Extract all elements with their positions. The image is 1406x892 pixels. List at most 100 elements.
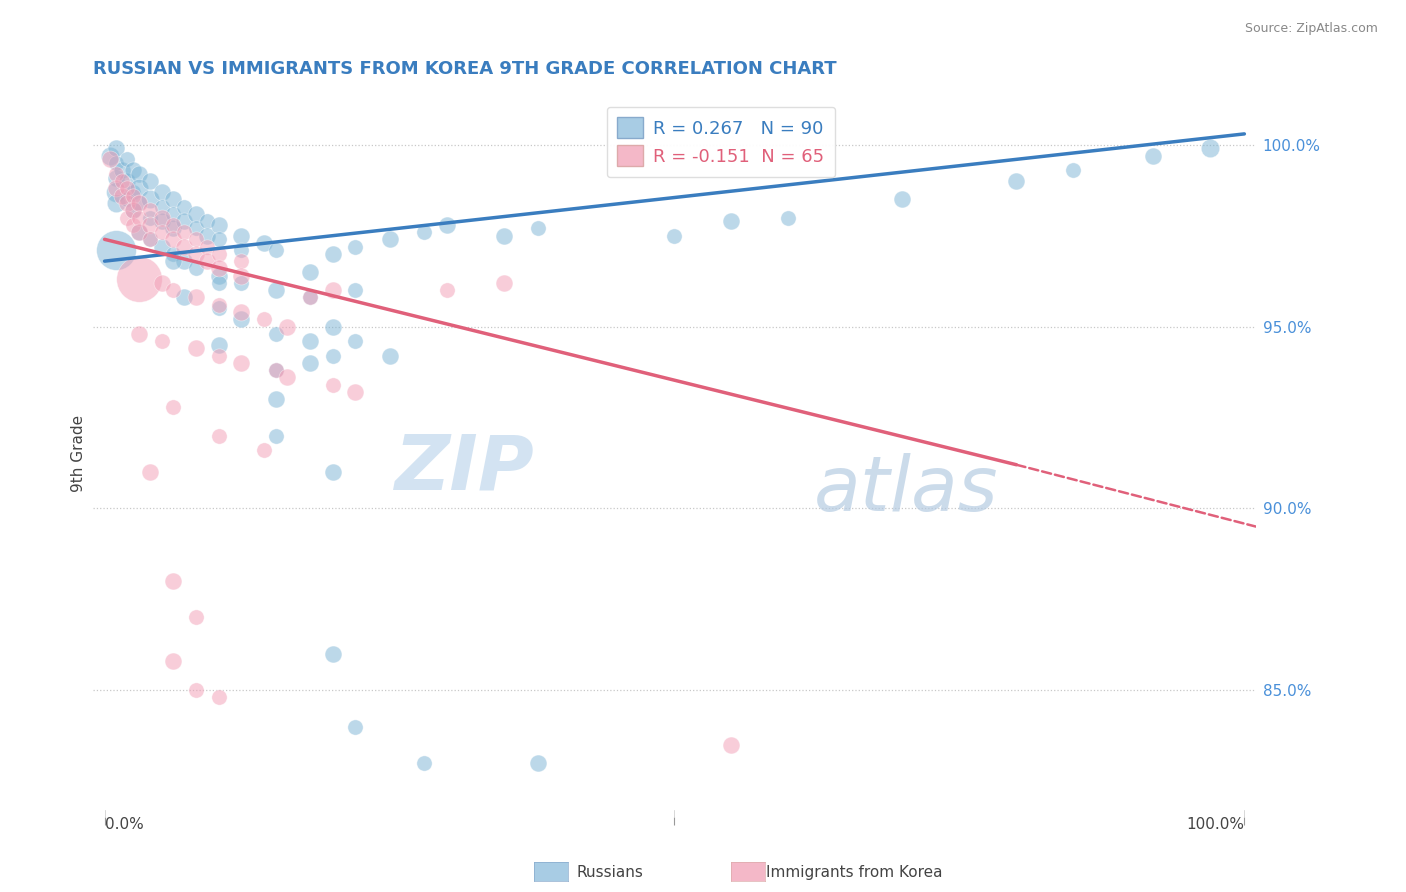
Point <box>150 239 173 253</box>
Point <box>231 268 253 283</box>
Legend: R = 0.267   N = 90, R = -0.151  N = 65: R = 0.267 N = 90, R = -0.151 N = 65 <box>606 106 835 178</box>
Point <box>139 192 162 206</box>
Point <box>184 221 207 235</box>
Point <box>207 690 229 705</box>
Point <box>128 181 150 195</box>
Text: Russians: Russians <box>576 865 644 880</box>
Text: atlas: atlas <box>814 453 998 527</box>
Point <box>173 239 195 253</box>
Point <box>207 338 229 352</box>
Point <box>139 218 162 232</box>
Text: Source: ZipAtlas.com: Source: ZipAtlas.com <box>1244 22 1378 36</box>
Point <box>150 225 173 239</box>
Point <box>98 149 121 163</box>
Point <box>195 239 218 253</box>
Point <box>162 654 184 668</box>
Point <box>207 261 229 276</box>
Point <box>128 211 150 225</box>
Point <box>412 756 434 770</box>
Point <box>184 207 207 221</box>
Point <box>104 167 127 181</box>
Text: RUSSIAN VS IMMIGRANTS FROM KOREA 9TH GRADE CORRELATION CHART: RUSSIAN VS IMMIGRANTS FROM KOREA 9TH GRA… <box>93 60 837 78</box>
Point <box>122 218 145 232</box>
Point <box>162 192 184 206</box>
Point <box>207 428 229 442</box>
Point <box>139 211 162 225</box>
Point <box>162 254 184 268</box>
Point <box>231 276 253 290</box>
Point <box>891 192 914 206</box>
Y-axis label: 9th Grade: 9th Grade <box>72 416 86 492</box>
Point <box>128 225 150 239</box>
Point <box>195 228 218 243</box>
Point <box>207 247 229 261</box>
Point <box>436 218 458 232</box>
Point <box>231 356 253 370</box>
Point <box>412 225 434 239</box>
Point <box>173 200 195 214</box>
Point <box>128 196 150 211</box>
Point <box>231 312 253 326</box>
Point <box>162 574 184 588</box>
Point <box>117 181 139 195</box>
Point <box>264 428 287 442</box>
Point <box>344 239 367 253</box>
Point <box>253 312 276 326</box>
Point <box>139 232 162 246</box>
Point <box>104 196 127 211</box>
Point <box>98 153 121 167</box>
Point <box>264 326 287 341</box>
Point <box>162 247 184 261</box>
Point <box>231 305 253 319</box>
Point <box>322 319 344 334</box>
Point <box>139 203 162 218</box>
Point <box>207 218 229 232</box>
Point <box>184 342 207 356</box>
Point <box>139 232 162 246</box>
Point <box>720 214 742 228</box>
Point <box>184 232 207 246</box>
Point <box>117 192 139 206</box>
Point <box>1199 141 1222 155</box>
Point <box>207 298 229 312</box>
Point <box>298 265 321 279</box>
Point <box>104 185 127 199</box>
Point <box>128 225 150 239</box>
Point <box>162 207 184 221</box>
Text: Immigrants from Korea: Immigrants from Korea <box>766 865 943 880</box>
Point <box>162 232 184 246</box>
Point <box>104 244 127 258</box>
Point <box>322 647 344 661</box>
Point <box>122 188 145 202</box>
Point <box>128 196 150 211</box>
Point <box>150 185 173 199</box>
Point <box>526 756 548 770</box>
Point <box>139 465 162 479</box>
Text: ZIP: ZIP <box>395 432 534 506</box>
Point <box>173 225 195 239</box>
Point <box>778 211 800 225</box>
Point <box>162 221 184 235</box>
Point <box>378 349 401 363</box>
Point <box>150 214 173 228</box>
Point <box>117 153 139 167</box>
Point <box>122 163 145 178</box>
Point <box>139 174 162 188</box>
Text: 0.0%: 0.0% <box>104 817 143 832</box>
Point <box>195 254 218 268</box>
Point <box>122 203 145 218</box>
Point <box>111 163 134 178</box>
Point <box>231 254 253 268</box>
Point <box>162 218 184 232</box>
Point <box>253 443 276 458</box>
Point <box>117 196 139 211</box>
Point <box>104 181 127 195</box>
Point <box>436 283 458 297</box>
Point <box>184 683 207 698</box>
Point <box>184 261 207 276</box>
Point <box>122 203 145 218</box>
Point <box>195 214 218 228</box>
Point <box>128 167 150 181</box>
Point <box>104 156 127 170</box>
Point <box>173 214 195 228</box>
